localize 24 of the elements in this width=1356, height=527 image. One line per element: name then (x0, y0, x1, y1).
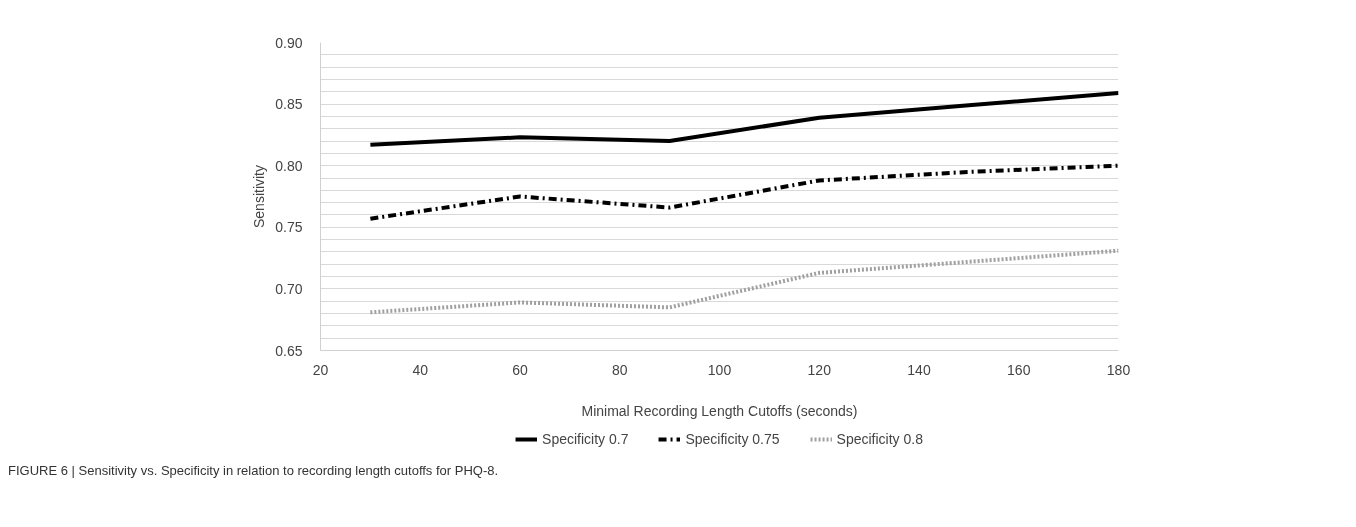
x-tick-label: 140 (907, 361, 931, 378)
x-tick-label: 100 (707, 361, 732, 378)
y-tick-label: 0.90 (275, 34, 303, 51)
line-series (368, 248, 1119, 315)
y-tick-label: 0.70 (275, 280, 303, 297)
x-tick-label: 80 (611, 361, 628, 378)
y-tick-label: 0.75 (275, 219, 303, 236)
x-tick-label: 180 (1106, 361, 1131, 378)
y-tick-label: 0.65 (275, 342, 303, 359)
x-tick-label: 120 (807, 361, 832, 378)
y-axis-title: Sensitivity (251, 164, 268, 229)
legend-label: Specificity 0.7 (542, 431, 629, 447)
x-axis-title: Minimal Recording Length Cutoffs (seconds) (581, 402, 858, 419)
x-tick-label: 40 (412, 361, 429, 378)
line-series (368, 163, 1119, 221)
legend-label: Specificity 0.75 (685, 431, 780, 447)
legend-label: Specificity 0.8 (836, 431, 923, 447)
y-tick-label: 0.80 (275, 157, 303, 174)
caption: FIGURE 6 | Sensitivity vs. Specificity in relation to recording length cutoffs for PHQ-8. (8, 462, 499, 480)
y-tick-label: 0.85 (275, 96, 303, 113)
x-tick-label: 160 (1007, 361, 1031, 378)
line-series (368, 91, 1119, 147)
x-tick-label: 60 (512, 361, 528, 378)
x-tick-label: 20 (312, 361, 329, 378)
